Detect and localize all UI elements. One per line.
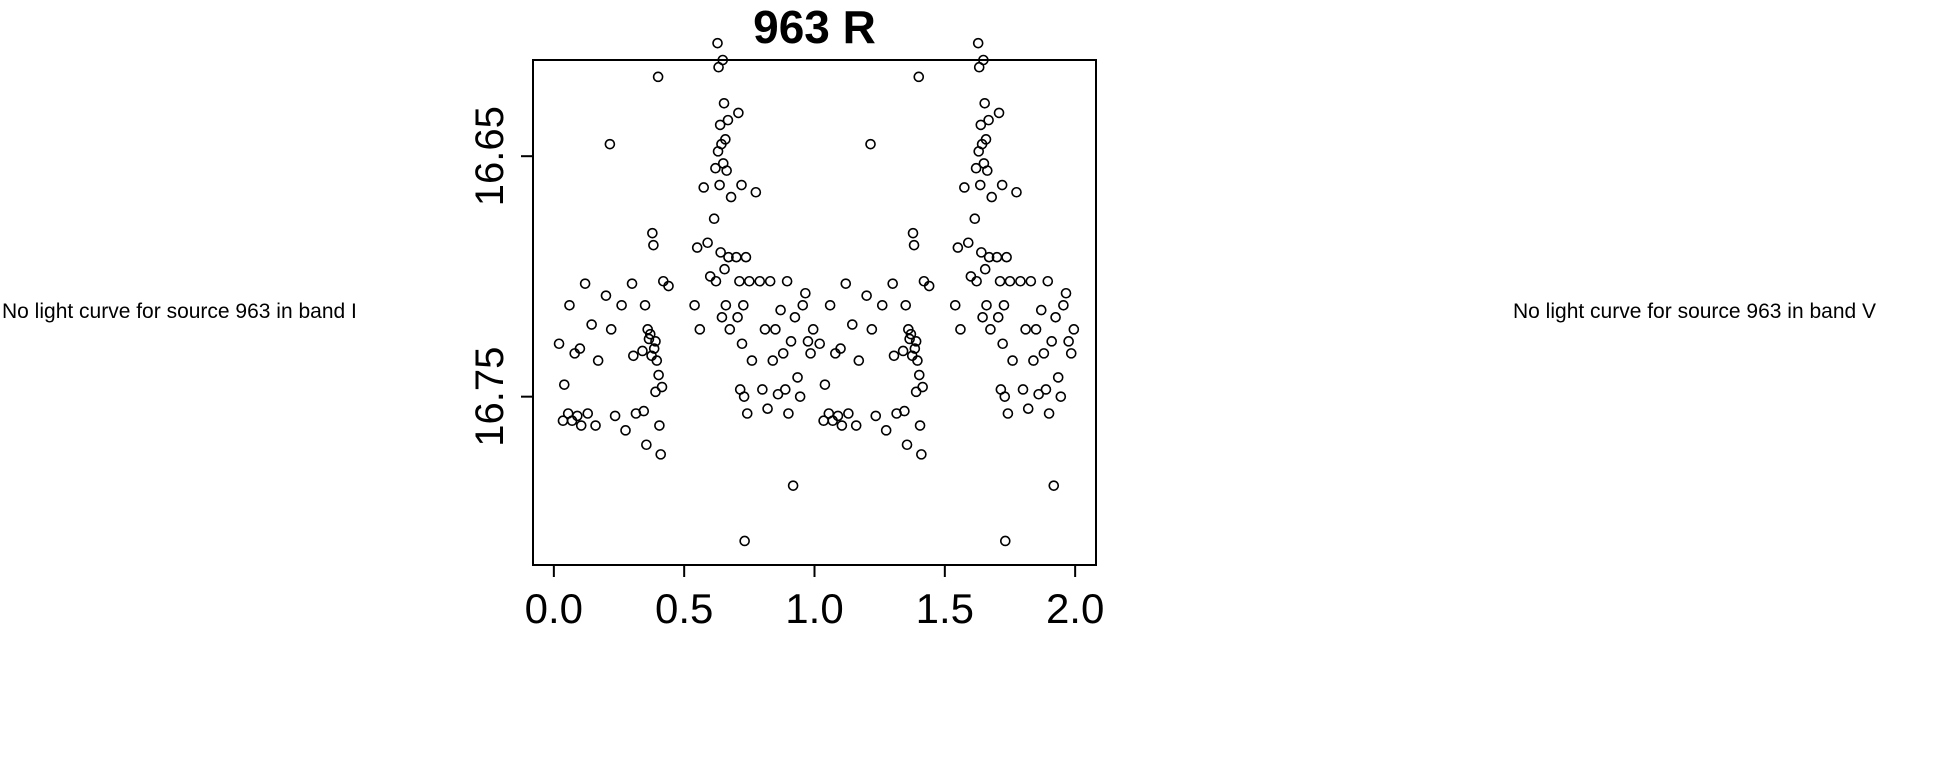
svg-text:1.0: 1.0 — [785, 585, 843, 632]
svg-text:16.65: 16.65 — [468, 106, 512, 206]
plot-frame — [532, 59, 1097, 566]
svg-text:0.5: 0.5 — [655, 585, 713, 632]
no-light-curve-note-band-i: No light curve for source 963 in band I — [2, 300, 357, 323]
scatter-points — [553, 37, 1080, 547]
svg-text:16.75: 16.75 — [468, 347, 512, 447]
chart-title: 963 R — [753, 1, 876, 53]
svg-text:2.0: 2.0 — [1046, 585, 1104, 632]
axis-ticks: 0.0 0.5 1.0 1.5 2.0 16.65 16.75 — [468, 106, 1104, 632]
svg-text:0.0: 0.0 — [525, 585, 583, 632]
svg-text:1.5: 1.5 — [916, 585, 974, 632]
no-light-curve-note-band-v: No light curve for source 963 in band V — [1513, 300, 1877, 323]
